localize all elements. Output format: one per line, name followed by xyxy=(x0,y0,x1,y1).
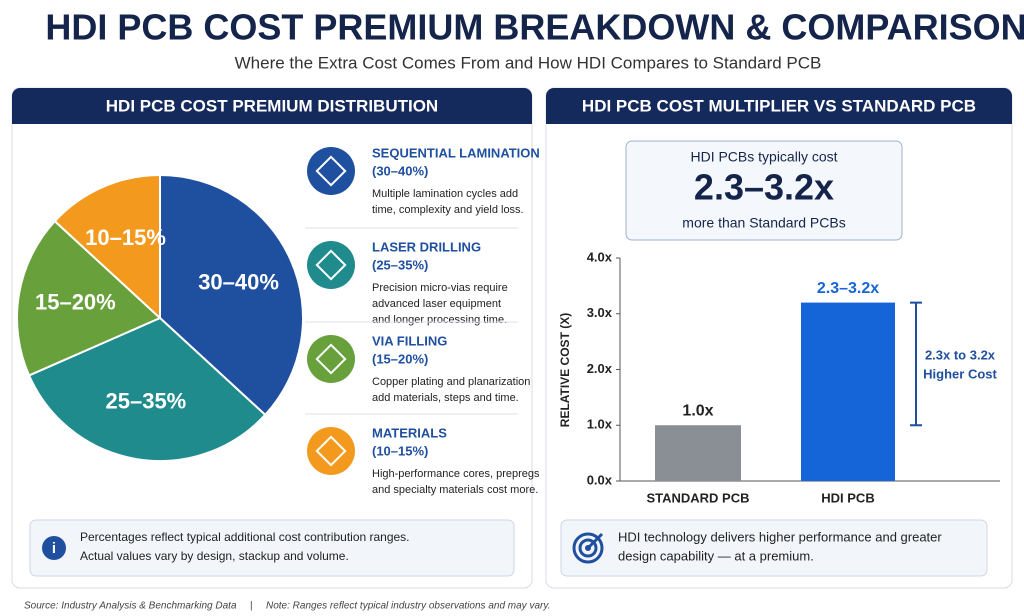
pie-slice xyxy=(159,173,304,417)
footer-note: Note: Ranges reflect typical industry ob… xyxy=(266,601,550,612)
callout-text: more than Standard PCBs xyxy=(682,215,845,231)
legend-icon-glyph xyxy=(315,249,347,281)
callout-text: HDI PCBs typically cost xyxy=(690,149,837,165)
legend-title: SEQUENTIAL LAMINATION xyxy=(372,145,540,160)
legend-description: time, complexity and yield loss. xyxy=(372,204,524,216)
target-icon xyxy=(572,532,604,564)
legend: SEQUENTIAL LAMINATION (30–40%) Multiple la… xyxy=(305,145,540,496)
legend-icon-glyph xyxy=(315,343,347,375)
legend-description: Multiple lamination cycles add xyxy=(372,188,518,200)
value-label: 1.0x xyxy=(682,402,713,419)
range-bracket xyxy=(910,301,922,427)
legend-icon xyxy=(307,335,355,383)
value-label: 2.3–3.2x xyxy=(817,280,879,297)
x-tick-label: STANDARD PCB xyxy=(646,490,749,505)
y-tick-label: 1.0x xyxy=(587,417,613,432)
legend-description: advanced laser equipment xyxy=(372,298,501,310)
panel-header xyxy=(12,88,532,124)
separator: | xyxy=(250,601,253,612)
bar xyxy=(801,302,895,481)
callout-value: 2.3–3.2x xyxy=(694,167,834,208)
legend-title: VIA FILLING xyxy=(372,333,447,348)
source: Source: Industry Analysis & Benchmarking… xyxy=(24,601,237,612)
y-tick-label: 4.0x xyxy=(587,249,613,264)
info-icon xyxy=(42,536,66,560)
legend-description: High-performance cores, prepregs xyxy=(372,468,540,480)
slice-label: 25–35% xyxy=(106,388,187,413)
legend-description: Precision micro-vias require xyxy=(372,282,508,294)
bar xyxy=(655,425,741,481)
legend-description: add materials, steps and time. xyxy=(372,392,519,404)
legend-icon xyxy=(307,147,355,195)
note-box xyxy=(29,519,515,577)
note-text: HDI technology delivers higher performan… xyxy=(618,529,942,544)
legend-icon xyxy=(307,427,355,475)
slice-label: 15–20% xyxy=(35,290,116,315)
pie-chart: 30–40% 25–35% 15–20% 10–15% xyxy=(16,173,304,462)
x-tick-label: HDI PCB xyxy=(821,490,874,505)
legend-title: LASER DRILLING xyxy=(372,239,481,254)
panel-title: HDI PCB COST MULTIPLIER VS STANDARD PCB xyxy=(582,96,976,115)
pie-slice xyxy=(16,219,162,377)
slice-label: 30–40% xyxy=(198,269,279,294)
legend-range: (15–20%) xyxy=(372,351,428,366)
slice-label: 10–15% xyxy=(85,225,166,250)
note-text: Actual values vary by design, stackup an… xyxy=(80,549,349,563)
info-icon-glyph: i xyxy=(52,540,56,557)
note-box xyxy=(560,519,988,577)
y-tick-label: 2.0x xyxy=(587,361,613,376)
callout-box xyxy=(625,140,903,241)
pie-slice xyxy=(53,173,161,321)
y-axis-label: RELATIVE COST (X) xyxy=(558,313,572,427)
legend-description: and longer processing time. xyxy=(372,314,507,326)
main-title: HDI PCB COST PREMIUM BREAKDOWN & COMPARI… xyxy=(45,7,1024,48)
legend-icon xyxy=(307,241,355,289)
legend-icon-glyph xyxy=(315,155,347,187)
subtitle: Where the Extra Cost Comes From and How … xyxy=(235,53,822,72)
annotation: 2.3x to 3.2x xyxy=(925,347,996,362)
panel-header xyxy=(546,88,1012,124)
legend-range: (10–15%) xyxy=(372,443,428,458)
y-tick-label: 0.0x xyxy=(587,472,613,487)
legend-icon-glyph xyxy=(315,435,347,467)
bar-chart: 0.0x 1.0x 2.0x 3.0x 4.0x 1.0x STANDARD PCB 2.3–… xyxy=(587,249,1000,505)
legend-title: MATERIALS xyxy=(372,425,447,440)
legend-description: Copper plating and planarization xyxy=(372,376,530,388)
y-tick-label: 3.0x xyxy=(587,305,613,320)
note-text: Percentages reflect typical additional c… xyxy=(80,530,410,544)
legend-range: (30–40%) xyxy=(372,163,428,178)
annotation: Higher Cost xyxy=(923,366,997,381)
panel-title: HDI PCB COST PREMIUM DISTRIBUTION xyxy=(106,96,438,115)
legend-description: and specialty materials cost more. xyxy=(372,484,538,496)
pie-slice xyxy=(27,316,267,462)
note-text: design capability — at a premium. xyxy=(618,548,814,563)
legend-range: (25–35%) xyxy=(372,257,428,272)
